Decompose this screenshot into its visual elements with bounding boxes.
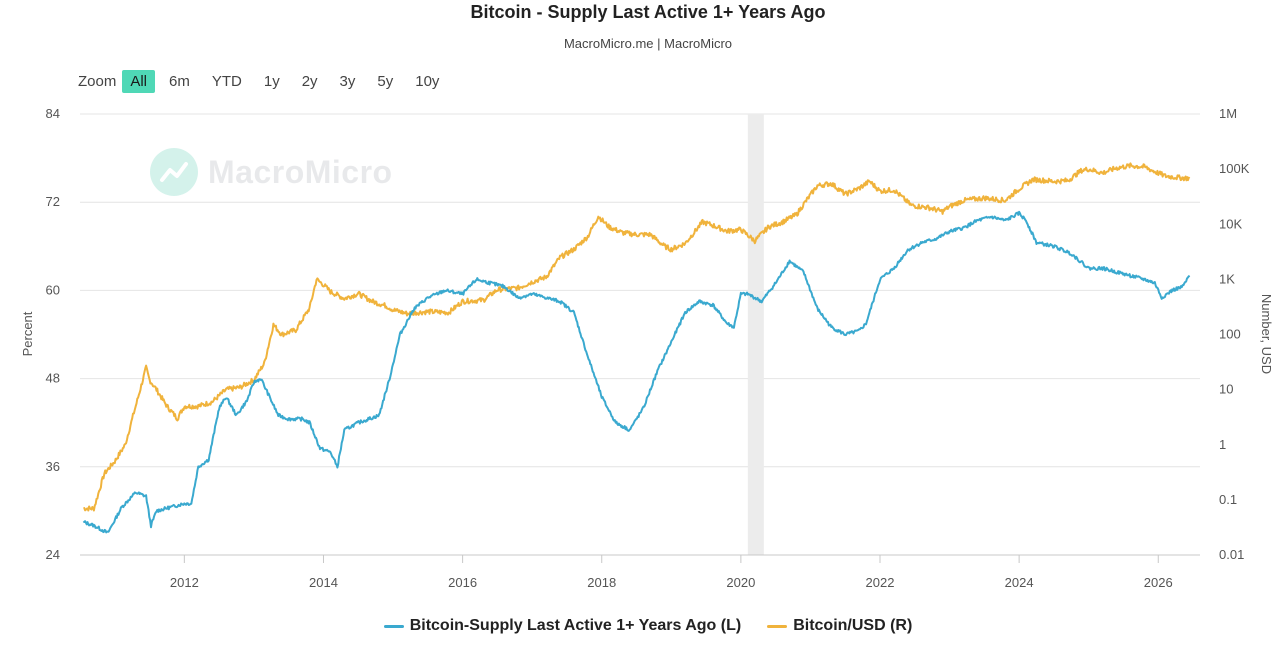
legend-swatch-supply	[383, 624, 404, 628]
legend-label-price: Bitcoin/USD (R)	[793, 617, 913, 634]
y-left-tick-label: 48	[46, 371, 60, 386]
series-line-supply-1y	[82, 210, 1191, 534]
legend-label-supply: Bitcoin-Supply Last Active 1+ Years Ago …	[409, 617, 742, 634]
legend-item-price[interactable]: Bitcoin/USD (R)	[767, 617, 912, 635]
legend-swatch-price	[767, 624, 788, 628]
y-left-tick-label: 60	[46, 282, 60, 297]
watermark: MacroMicro	[150, 148, 393, 196]
y-left-tick-label: 36	[46, 459, 60, 474]
chart-plot: 24 36 48 60 72 84 0.01 0.1 1 10 100 1K 10K 100K 1M 20…	[20, 106, 1274, 590]
x-tick-label: 2012	[170, 575, 199, 590]
y-left-tick-label: 84	[46, 106, 60, 121]
y-right-tick-label: 1K	[1219, 271, 1235, 286]
zoom-button-1y[interactable]: 1y	[263, 73, 280, 90]
series-lines	[82, 162, 1191, 534]
chart-subtitle: MacroMicro.me | MacroMicro	[563, 36, 733, 51]
x-tick-label: 2024	[1005, 575, 1034, 590]
y-right-tick-label: 10	[1219, 382, 1233, 397]
right-axis: 0.01 0.1 1 10 100 1K 10K 100K 1M	[1219, 106, 1250, 562]
y-right-tick-label: 100	[1219, 327, 1241, 342]
x-tick-label: 2026	[1144, 575, 1173, 590]
legend-item-supply[interactable]: Bitcoin-Supply Last Active 1+ Years Ago …	[383, 617, 742, 635]
zoom-button-3y[interactable]: 3y	[339, 73, 356, 90]
zoom-button-6m[interactable]: 6m	[169, 73, 190, 90]
x-tick-label: 2018	[587, 575, 616, 590]
zoom-button-10y[interactable]: 10y	[415, 73, 440, 90]
left-axis: 24 36 48 60 72 84	[46, 106, 60, 562]
x-axis: 2012 2014 2016 2018 2020 2022 2024 2026	[80, 554, 1200, 590]
zoom-button-ytd[interactable]: YTD	[211, 73, 242, 90]
y-left-tick-label: 72	[46, 194, 60, 209]
x-tick-label: 2020	[726, 575, 755, 590]
x-tick-label: 2022	[866, 575, 895, 590]
y-right-tick-label: 0.1	[1219, 492, 1237, 507]
zoom-button-all[interactable]: All	[122, 70, 156, 93]
x-tick-label: 2016	[448, 575, 477, 590]
zoom-button-2y[interactable]: 2y	[301, 73, 318, 90]
y-right-tick-label: 1M	[1219, 106, 1237, 121]
y-left-tick-label: 24	[46, 547, 60, 562]
zoom-bar: Zoom All 6m YTD 1y 2y 3y 5y 10y	[78, 70, 453, 93]
watermark-text: MacroMicro	[208, 153, 393, 190]
chart-title: Bitcoin - Supply Last Active 1+ Years Ag…	[470, 2, 826, 22]
recession-band	[747, 114, 764, 555]
watermark-logo-icon	[150, 148, 198, 196]
y-axis-left-label: Percent	[20, 311, 35, 356]
y-right-tick-label: 0.01	[1219, 547, 1244, 562]
x-tick-label: 2014	[309, 575, 338, 590]
zoom-button-5y[interactable]: 5y	[377, 73, 394, 90]
series-line-bitcoin-usd	[83, 162, 1191, 512]
y-axis-right-label: Number, USD	[1259, 294, 1274, 374]
zoom-label: Zoom	[78, 73, 117, 90]
legend: Bitcoin-Supply Last Active 1+ Years Ago …	[0, 617, 1276, 635]
shaded-region	[747, 114, 764, 555]
y-right-tick-label: 100K	[1219, 161, 1250, 176]
y-right-tick-label: 10K	[1219, 216, 1242, 231]
y-right-tick-label: 1	[1219, 437, 1226, 452]
